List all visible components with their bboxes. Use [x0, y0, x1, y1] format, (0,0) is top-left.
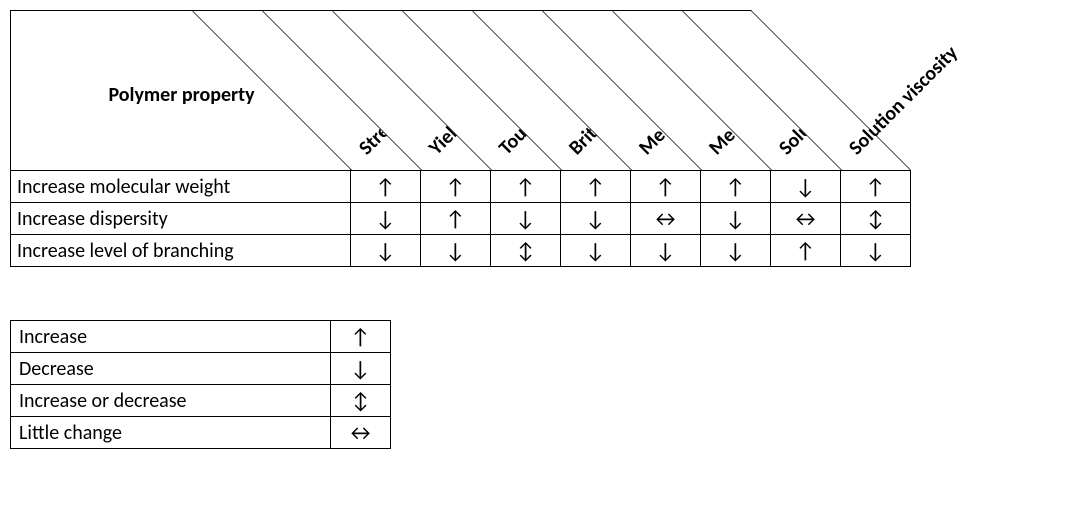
cell-arrow: ↓ — [561, 235, 631, 267]
legend-row: Decrease ↓ — [11, 353, 391, 385]
legend-row: Little change ↔ — [11, 417, 391, 449]
polymer-property-table: Polymer property Strength Yield strength… — [10, 10, 911, 267]
legend-symbol: ↕ — [331, 385, 391, 417]
cell-arrow: ↓ — [701, 203, 771, 235]
cell-arrow: ↑ — [631, 171, 701, 203]
legend-table: Increase ↑ Decrease ↓ Increase or decrea… — [10, 320, 391, 449]
cell-arrow: ↑ — [701, 171, 771, 203]
cell-arrow: ↑ — [491, 171, 561, 203]
header-row: Polymer property Strength Yield strength… — [11, 11, 911, 171]
row-label: Increase dispersity — [11, 203, 351, 235]
legend-key: Increase — [11, 321, 331, 353]
cell-arrow: ↑ — [351, 171, 421, 203]
legend-key: Little change — [11, 417, 331, 449]
cell-arrow: ↑ — [771, 235, 841, 267]
cell-arrow: ↓ — [351, 203, 421, 235]
col-header-label: Solution viscosity — [844, 41, 963, 160]
table-row: Increase level of branching ↓ ↓ ↕ ↓ ↓ ↓ … — [11, 235, 911, 267]
legend-symbol: ↑ — [331, 321, 391, 353]
cell-arrow: ↓ — [351, 235, 421, 267]
table-row: Increase molecular weight ↑ ↑ ↑ ↑ ↑ ↑ ↓ … — [11, 171, 911, 203]
cell-arrow: ↑ — [421, 203, 491, 235]
cell-arrow: ↑ — [421, 171, 491, 203]
cell-arrow: ↓ — [701, 235, 771, 267]
cell-arrow: ↔ — [771, 203, 841, 235]
cell-arrow: ↓ — [491, 203, 561, 235]
legend-key: Increase or decrease — [11, 385, 331, 417]
row-label: Increase molecular weight — [11, 171, 351, 203]
cell-arrow: ↑ — [841, 171, 911, 203]
legend-key: Decrease — [11, 353, 331, 385]
cell-arrow: ↓ — [771, 171, 841, 203]
cell-arrow: ↓ — [841, 235, 911, 267]
legend-symbol: ↓ — [331, 353, 391, 385]
cell-arrow: ↕ — [841, 203, 911, 235]
cell-arrow: ↓ — [421, 235, 491, 267]
col-header: Solution viscosity — [841, 11, 911, 171]
legend-symbol: ↔ — [331, 417, 391, 449]
row-label: Increase level of branching — [11, 235, 351, 267]
cell-arrow: ↔ — [631, 203, 701, 235]
legend-row: Increase or decrease ↕ — [11, 385, 391, 417]
cell-arrow: ↕ — [491, 235, 561, 267]
table-row: Increase dispersity ↓ ↑ ↓ ↓ ↔ ↓ ↔ ↕ — [11, 203, 911, 235]
cell-arrow: ↓ — [631, 235, 701, 267]
cell-arrow: ↑ — [561, 171, 631, 203]
cell-arrow: ↓ — [561, 203, 631, 235]
legend-row: Increase ↑ — [11, 321, 391, 353]
